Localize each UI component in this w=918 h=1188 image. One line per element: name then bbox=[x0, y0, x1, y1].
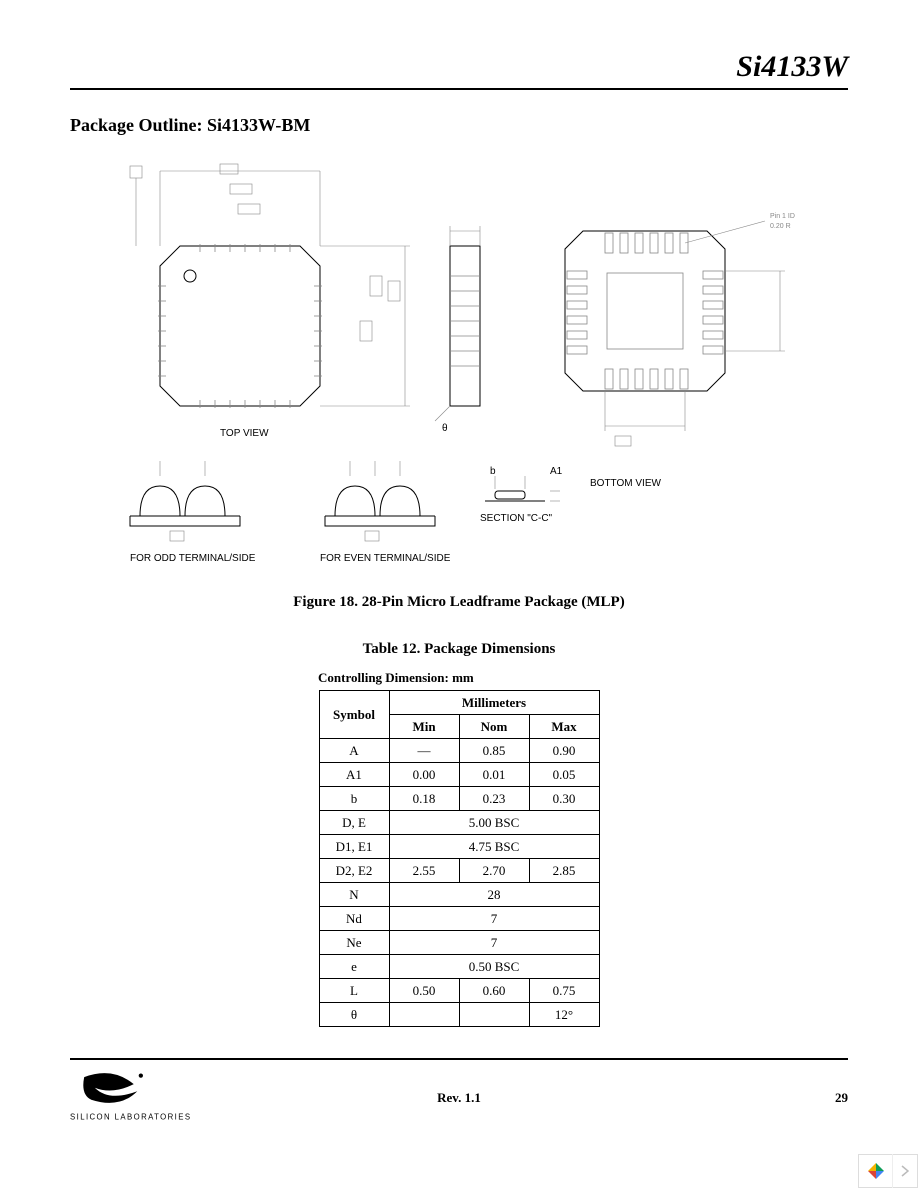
a1-dim-label: A1 bbox=[550, 466, 563, 477]
cell-min: 0.50 bbox=[389, 979, 459, 1003]
table-caption: Table 12. Package Dimensions bbox=[70, 641, 848, 658]
nav-app-icon[interactable] bbox=[859, 1154, 893, 1188]
dimensions-table-wrap: Controlling Dimension: mm Symbol Millime… bbox=[70, 670, 848, 1027]
cell-max: 0.30 bbox=[529, 787, 599, 811]
cell-symbol: b bbox=[319, 787, 389, 811]
table-row: e0.50 BSC bbox=[319, 955, 599, 979]
table-row: D2, E22.552.702.85 bbox=[319, 859, 599, 883]
cell-nom: 2.70 bbox=[459, 859, 529, 883]
th-symbol: Symbol bbox=[319, 691, 389, 739]
cell-value-span: 28 bbox=[389, 883, 599, 907]
cell-value-span: 5.00 BSC bbox=[389, 811, 599, 835]
section-cc-label: SECTION "C-C" bbox=[480, 513, 553, 524]
odd-terminal-label: FOR ODD TERMINAL/SIDE bbox=[130, 553, 256, 564]
footer: SILICON LABORATORIES Rev. 1.1 29 bbox=[70, 1058, 848, 1148]
b-dim-label: b bbox=[490, 466, 496, 477]
table-row: D, E5.00 BSC bbox=[319, 811, 599, 835]
header-rule: Si4133W bbox=[70, 50, 848, 90]
cell-max: 0.05 bbox=[529, 763, 599, 787]
controlling-dimension: Controlling Dimension: mm bbox=[318, 670, 474, 686]
cell-symbol: e bbox=[319, 955, 389, 979]
cell-max: 12° bbox=[529, 1003, 599, 1027]
cell-value-span: 4.75 BSC bbox=[389, 835, 599, 859]
cell-value-span: 7 bbox=[389, 931, 599, 955]
cell-max: 2.85 bbox=[529, 859, 599, 883]
th-max: Max bbox=[529, 715, 599, 739]
table-row: b0.180.230.30 bbox=[319, 787, 599, 811]
page-number: 29 bbox=[835, 1090, 848, 1106]
cell-symbol: θ bbox=[319, 1003, 389, 1027]
silicon-labs-logo: SILICON LABORATORIES bbox=[70, 1070, 240, 1127]
pin1-id-label: Pin 1 ID bbox=[770, 213, 795, 220]
cell-symbol: A bbox=[319, 739, 389, 763]
table-row: L0.500.600.75 bbox=[319, 979, 599, 1003]
cell-min: 0.00 bbox=[389, 763, 459, 787]
cell-symbol: D2, E2 bbox=[319, 859, 389, 883]
cell-max: 0.90 bbox=[529, 739, 599, 763]
cell-symbol: Nd bbox=[319, 907, 389, 931]
table-row: θ 12° bbox=[319, 1003, 599, 1027]
cell-min: 0.18 bbox=[389, 787, 459, 811]
cell-symbol: A1 bbox=[319, 763, 389, 787]
revision-label: Rev. 1.1 bbox=[437, 1090, 481, 1106]
bottom-view-label: BOTTOM VIEW bbox=[590, 478, 661, 489]
cell-nom: 0.23 bbox=[459, 787, 529, 811]
table-row: A—0.850.90 bbox=[319, 739, 599, 763]
table-row: A10.000.010.05 bbox=[319, 763, 599, 787]
cell-max: 0.75 bbox=[529, 979, 599, 1003]
cell-nom: 0.01 bbox=[459, 763, 529, 787]
pdf-nav-widget bbox=[858, 1154, 918, 1188]
th-millimeters: Millimeters bbox=[389, 691, 599, 715]
th-min: Min bbox=[389, 715, 459, 739]
table-row: D1, E14.75 BSC bbox=[319, 835, 599, 859]
cell-min: 2.55 bbox=[389, 859, 459, 883]
cell-symbol: D, E bbox=[319, 811, 389, 835]
cell-symbol: D1, E1 bbox=[319, 835, 389, 859]
cell-nom: 0.85 bbox=[459, 739, 529, 763]
package-diagram: TOP VIEW θ bbox=[70, 156, 848, 586]
cell-value-span: 7 bbox=[389, 907, 599, 931]
table-row: Nd7 bbox=[319, 907, 599, 931]
part-number: Si4133W bbox=[736, 50, 848, 84]
pin1-r-label: 0.20 R bbox=[770, 223, 791, 230]
cell-nom: 0.60 bbox=[459, 979, 529, 1003]
figure-caption: Figure 18. 28-Pin Micro Leadframe Packag… bbox=[70, 594, 848, 611]
nav-next-icon[interactable] bbox=[893, 1154, 917, 1188]
svg-text:SILICON LABORATORIES: SILICON LABORATORIES bbox=[70, 1113, 191, 1122]
cell-symbol: L bbox=[319, 979, 389, 1003]
cell-min bbox=[389, 1003, 459, 1027]
theta-label: θ bbox=[442, 423, 448, 434]
section-title: Package Outline: Si4133W-BM bbox=[70, 115, 848, 136]
cell-min: — bbox=[389, 739, 459, 763]
dimensions-table: Symbol Millimeters Min Nom Max A—0.850.9… bbox=[319, 690, 600, 1027]
cell-value-span: 0.50 BSC bbox=[389, 955, 599, 979]
table-row: N28 bbox=[319, 883, 599, 907]
cell-symbol: Ne bbox=[319, 931, 389, 955]
even-terminal-label: FOR EVEN TERMINAL/SIDE bbox=[320, 553, 451, 564]
table-row: Ne7 bbox=[319, 931, 599, 955]
top-view-label: TOP VIEW bbox=[220, 428, 269, 439]
th-nom: Nom bbox=[459, 715, 529, 739]
cell-symbol: N bbox=[319, 883, 389, 907]
cell-nom bbox=[459, 1003, 529, 1027]
